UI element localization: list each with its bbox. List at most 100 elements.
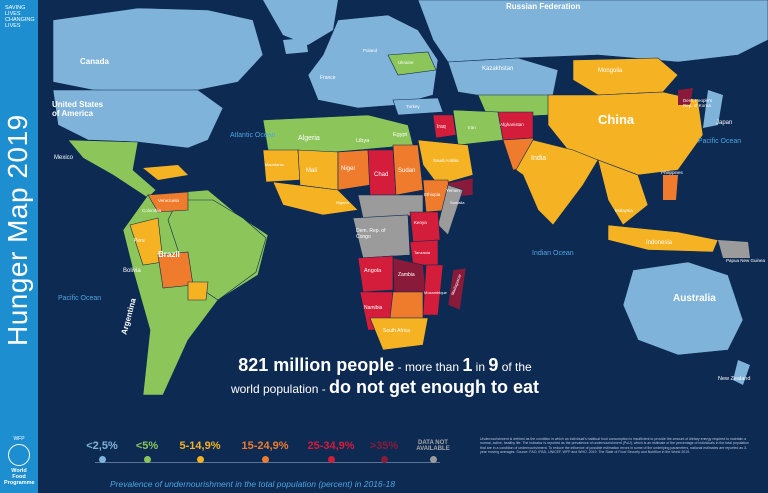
legend-dot <box>261 456 269 463</box>
label-png: Papua New Guinea <box>726 258 766 263</box>
label-usa: United States of America <box>52 100 104 118</box>
label-russia: Russian Federation <box>506 2 581 11</box>
legend-line <box>95 462 440 463</box>
legend-item: <5% <box>130 440 164 463</box>
label-saudi: Saudi Arabia <box>433 158 459 163</box>
legend-dot <box>143 456 151 463</box>
label-egypt: Egypt <box>393 132 408 138</box>
world-map: Russian Federation Canada United States … <box>38 0 768 430</box>
label-india: India <box>531 155 547 162</box>
label-drc: Dem. Rep. of Congo <box>356 228 386 240</box>
paraguay-shape <box>187 281 209 301</box>
label-yemen: Yemen <box>446 188 460 193</box>
usa-shape <box>52 89 224 149</box>
se-asia-shape <box>597 159 649 226</box>
legend-item: 25-34,9% <box>300 440 362 463</box>
india-shape <box>515 139 599 226</box>
iraq-shape <box>432 114 457 139</box>
iceland-shape <box>283 38 308 54</box>
botswana-shape <box>389 291 424 319</box>
label-mexico: Mexico <box>54 155 74 161</box>
label-mali: Mali <box>306 168 318 174</box>
map-shapes <box>38 0 768 430</box>
philippines-shape <box>663 175 678 200</box>
legend-item: >35% <box>366 440 402 463</box>
label-niger: Niger <box>341 166 356 172</box>
dprk-shape <box>678 88 693 105</box>
ocean-atlantic: Atlantic Ocean <box>230 132 276 139</box>
legend-item: DATA NOT AVAILABLE <box>410 440 456 463</box>
label-brazil: Brazil <box>158 250 180 259</box>
label-peru: Peru <box>134 238 145 244</box>
label-algeria: Algeria <box>298 135 320 142</box>
label-philippines: Philippines <box>661 170 683 175</box>
label-tanzania: Tanzania <box>414 250 431 255</box>
somalia-shape <box>437 184 464 236</box>
label-colombia: Colombia <box>142 208 162 213</box>
drc-shape <box>352 214 411 259</box>
legend-item: <2,5% <box>80 440 124 463</box>
iran-shape <box>452 109 504 146</box>
label-bolivia: Bolivia <box>123 268 141 274</box>
label-nz: New Zealand <box>718 376 751 382</box>
russia-shape <box>417 0 768 63</box>
label-turkey: Turkey <box>406 104 420 109</box>
legend-dot <box>196 456 204 463</box>
ocean-pacific-east: Pacific Ocean <box>698 138 742 145</box>
wfp-emblem-icon <box>8 444 30 466</box>
label-namibia: Namibia <box>364 305 383 311</box>
saudi-shape <box>417 139 474 186</box>
kenya-shape <box>409 211 441 243</box>
slogan: SAVING LIVES CHANGING LIVES <box>5 5 35 29</box>
caribbean-shape <box>143 165 188 180</box>
label-australia: Australia <box>673 293 716 304</box>
australia-shape <box>622 261 744 356</box>
legend-dot <box>327 456 335 463</box>
label-indonesia: Indonesia <box>646 240 673 246</box>
label-japan: Japan <box>716 120 733 126</box>
legend: <2,5% <5% 5-14,9% 15-24,9% 25-34,9% >35%… <box>80 440 460 470</box>
nz-shape <box>733 360 750 385</box>
label-canada: Canada <box>80 57 109 66</box>
mongolia-shape <box>572 57 679 96</box>
ocean-indian: Indian Ocean <box>532 250 574 257</box>
label-libya: Libya <box>356 138 370 144</box>
legend-item: 15-24,9% <box>235 440 295 463</box>
china-shape <box>547 91 704 176</box>
label-nigeria: Nigeria <box>336 200 349 205</box>
label-mongolia: Mongolia <box>598 68 623 74</box>
turkey-shape <box>392 97 444 116</box>
png-shape <box>718 240 750 258</box>
label-mauritania: Mauritania <box>265 162 284 167</box>
angola-shape <box>357 255 394 293</box>
madagascar-shape <box>447 267 467 311</box>
legend-dot <box>98 456 106 463</box>
footnote: Undernourishment is defined as the condi… <box>480 437 750 454</box>
label-south-africa: South Africa <box>383 328 410 334</box>
indonesia-shape <box>607 224 719 253</box>
legend-item: 5-14,9% <box>172 440 228 463</box>
ocean-pacific-west: Pacific Ocean <box>58 295 102 302</box>
mozambique-shape <box>422 264 444 316</box>
label-france: France <box>320 75 336 81</box>
label-afghanistan: Afghanistan <box>500 122 524 127</box>
label-zambia: Zambia <box>398 272 415 278</box>
label-somalia: Somalia <box>450 200 465 205</box>
label-kazakhstan: Kazakhstan <box>482 66 514 72</box>
caption: Prevalence of undernourishment in the to… <box>110 479 395 489</box>
canada-shape <box>52 7 264 93</box>
venezuela-shape <box>147 191 189 213</box>
sidebar: SAVING LIVES CHANGING LIVES Hunger Map 2… <box>0 0 38 493</box>
wfp-logo: WFP World Food Programme <box>4 436 35 486</box>
label-kenya: Kenya <box>414 220 427 225</box>
label-iraq: Iraq <box>437 124 446 130</box>
legend-dot <box>380 456 388 463</box>
label-sudan: Sudan <box>398 168 416 174</box>
label-iran: Iran <box>468 125 476 130</box>
label-china: China <box>598 112 635 127</box>
label-venezuela: Venezuela <box>158 198 180 203</box>
sudan-shape <box>392 144 424 196</box>
label-mozambique: Mozambique <box>424 290 447 295</box>
south-africa-shape <box>369 317 429 351</box>
label-dprk: Dem. People's Rep. of Korea <box>683 98 713 108</box>
